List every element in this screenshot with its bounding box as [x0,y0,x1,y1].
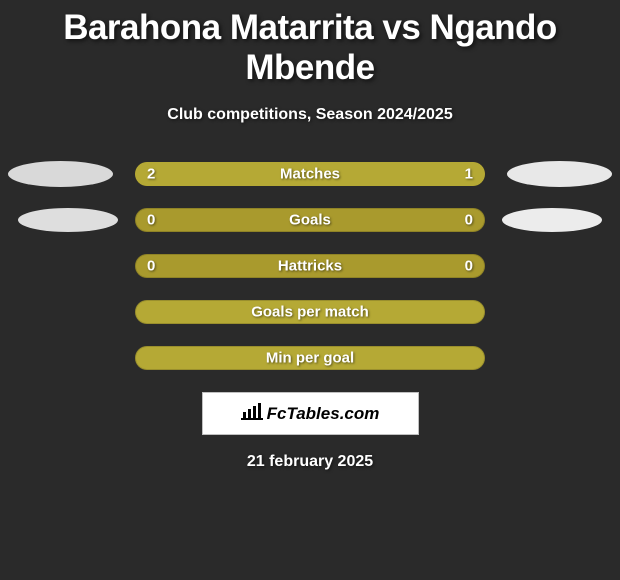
stat-label: Matches [280,166,340,183]
stat-row-matches: Matches 2 1 [0,162,620,186]
stat-label: Hattricks [278,258,342,275]
stat-value-right: 1 [465,166,473,183]
stat-row-goals: Goals 0 0 [0,208,620,232]
stat-bar: Goals per match [135,300,485,324]
stat-value-right: 0 [465,212,473,229]
stat-bar: Hattricks 0 0 [135,254,485,278]
page-title: Barahona Matarrita vs Ngando Mbende [0,0,620,88]
decor-ellipse-left [18,208,118,232]
stat-value-right: 0 [465,258,473,275]
badge-text: FcTables.com [267,404,380,424]
stat-row-hattricks: Hattricks 0 0 [0,254,620,278]
source-badge[interactable]: FcTables.com [202,392,419,435]
decor-ellipse-right [502,208,602,232]
stat-value-left: 2 [147,166,155,183]
stat-row-min-per-goal: Min per goal [0,346,620,370]
stat-row-goals-per-match: Goals per match [0,300,620,324]
subtitle: Club competitions, Season 2024/2025 [0,106,620,124]
decor-ellipse-right [507,161,612,187]
footer-date: 21 february 2025 [0,453,620,471]
decor-ellipse-left [8,161,113,187]
stat-bar: Min per goal [135,346,485,370]
stat-label: Min per goal [266,350,354,367]
stat-bar: Goals 0 0 [135,208,485,232]
stat-bar: Matches 2 1 [135,162,485,186]
stat-value-left: 0 [147,212,155,229]
chart-icon [241,402,263,425]
stat-label: Goals [289,212,331,229]
stat-label: Goals per match [251,304,369,321]
stat-value-left: 0 [147,258,155,275]
stats-container: Matches 2 1 Goals 0 0 Hattricks 0 0 Goals per mat… [0,162,620,370]
